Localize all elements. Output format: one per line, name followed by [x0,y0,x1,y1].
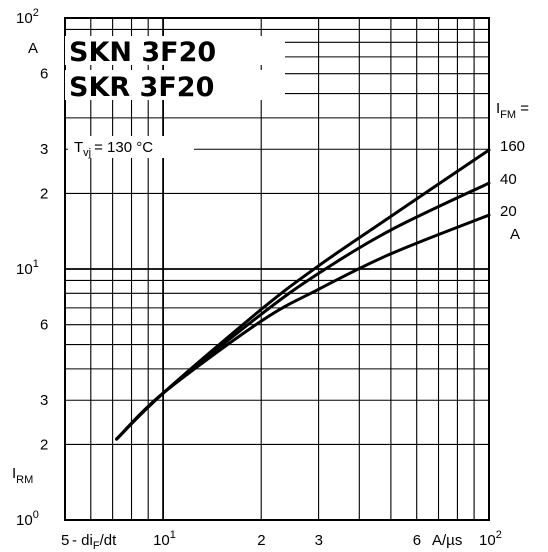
condition-prefix: T [74,139,83,156]
series-unit-bg [494,221,534,244]
x-tick-labels: 5 101 2 3 6 102 [61,529,502,549]
y-tick-label: 3 [40,392,48,409]
x-unit-label: A/µs [432,532,462,549]
series-label-bg [494,167,534,190]
series-label-bg [494,199,534,222]
svg-text:IRM: IRM [12,465,33,486]
ylabel-main: I [12,465,16,482]
condition-sub: vj [83,147,91,159]
series-label-160: 160 [500,138,525,155]
condition-annotation: Tvj = 130 °C [68,136,194,159]
series-label-20: 20 [500,203,517,220]
y-axis-label: IRM [12,465,33,486]
y-tick-label: 6 [40,317,48,334]
x-tick-label: 102 [479,529,502,549]
legend-title-main: I [496,100,500,117]
x-tick-label: 3 [315,532,323,549]
x-tick-label: 2 [257,532,265,549]
legend-title-sub: FM [500,109,516,121]
title-line-1: SKN 3F20 [69,37,216,68]
y-unit-label: A [28,40,38,57]
ylabel-sub: RM [16,474,33,486]
x-tick-label: 101 [153,529,176,549]
y-tick-labels: 100 2 3 6 101 2 3 6 102 [16,7,48,529]
svg-text:Tvj= 130 °C: Tvj = 130 °C [74,139,153,159]
svg-text:IFM =: IFM = [496,100,529,121]
svg-text:- diF/dt: - diF/dt [72,532,117,552]
x-tick-label: 6 [413,532,421,549]
y-tick-label: 3 [40,141,48,158]
x-axis-label: - diF/dt A/µs [72,532,462,552]
y-tick-label: 2 [40,185,48,202]
series-line-20 [115,213,491,441]
y-tick-label: 101 [16,258,39,278]
xlabel-suffix: /dt [100,532,118,549]
legend-title: IFM = [490,98,546,132]
y-tick-label: 102 [16,7,39,27]
y-tick-label: 2 [40,436,48,453]
condition-value: = 130 °C [94,139,153,156]
plot-frame [64,17,490,521]
title-line-2: SKR 3F20 [69,72,214,103]
y-tick-label: 100 [16,509,39,529]
series-label-bg [494,133,534,156]
series-labels: 160 40 20 A [494,133,534,244]
series-unit-label: A [510,226,520,243]
legend-title-suffix: = [516,100,529,117]
xlabel-prefix: - di [72,532,93,549]
x-tick-label: 5 [61,532,69,549]
chart-title: SKN 3F20 SKR 3F20 [65,36,285,103]
xlabel-sub: F [93,540,100,552]
series-label-40: 40 [500,171,517,188]
series [115,148,491,441]
y-tick-label: 6 [40,66,48,83]
